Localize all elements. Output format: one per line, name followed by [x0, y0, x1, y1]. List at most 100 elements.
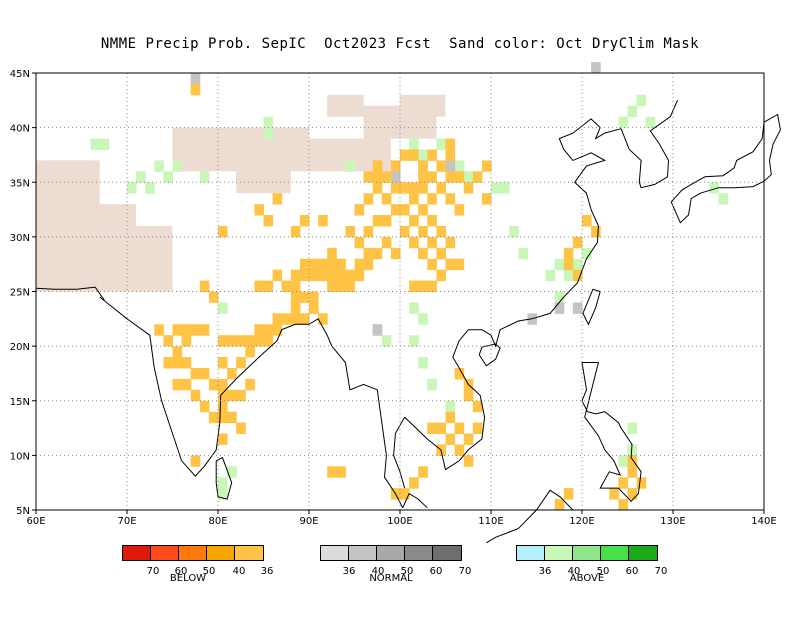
below-normal-cell — [318, 269, 328, 282]
below-normal-cell — [263, 324, 274, 336]
below-normal-cell — [436, 160, 446, 172]
latitude-tick-label: 45N — [10, 69, 30, 80]
above-normal-cell — [218, 477, 228, 489]
below-normal-cell — [563, 258, 574, 271]
longitude-tick-label: 130E — [660, 516, 685, 527]
below-normal-cell — [363, 258, 374, 271]
below-normal-cell — [181, 357, 192, 369]
below-normal-cell — [463, 433, 474, 445]
dry-mask-region — [81, 204, 137, 226]
map-title: NMME Precip Prob. SepIC Oct2023 Fcst San… — [100, 36, 700, 52]
below-normal-cell — [427, 422, 437, 435]
coastline — [478, 343, 501, 367]
below-normal-cell — [436, 225, 446, 238]
below-normal-cell — [309, 258, 319, 271]
below-normal-cell — [618, 477, 628, 489]
below-normal-cell — [427, 258, 437, 271]
below-normal-cell — [263, 215, 274, 227]
legend-tick: 40 — [567, 566, 581, 577]
below-normal-cell — [418, 182, 428, 194]
above-normal-cell — [218, 302, 228, 314]
below-normal-cell — [427, 280, 437, 292]
below-normal-cell — [263, 335, 274, 347]
legend-tick: 70 — [146, 566, 160, 577]
below-normal-cell — [190, 455, 201, 467]
below-normal-cell — [218, 433, 228, 445]
above-normal-cell — [409, 302, 419, 314]
below-normal-cell — [627, 466, 638, 478]
below-normal-cell — [227, 411, 237, 424]
above-normal-cell — [381, 335, 392, 347]
legend-normal-swatch — [377, 546, 405, 560]
below-normal-cell — [236, 389, 246, 402]
below-normal-cell — [327, 258, 337, 271]
below-normal-cell — [318, 215, 328, 227]
below-normal-cell — [363, 171, 374, 183]
legend-tick: 36 — [342, 566, 356, 577]
above-normal-cell — [199, 171, 210, 183]
below-normal-cell — [199, 400, 210, 413]
above-normal-cell — [636, 94, 647, 107]
below-normal-cell — [445, 171, 456, 183]
below-normal-cell — [409, 182, 419, 194]
above-normal-cell — [427, 378, 437, 391]
below-normal-cell — [481, 193, 492, 205]
coastline — [670, 113, 781, 224]
below-normal-cell — [208, 411, 219, 424]
below-normal-cell — [445, 193, 456, 205]
below-normal-cell — [290, 269, 301, 282]
below-normal-cell — [436, 247, 446, 260]
below-normal-cell — [218, 225, 228, 238]
above-normal-cell — [645, 116, 656, 129]
below-normal-cell — [327, 269, 337, 282]
below-normal-cell — [327, 280, 337, 292]
legend-tick: 40 — [232, 566, 246, 577]
below-normal-cell — [400, 204, 410, 216]
dry-mask-region — [400, 94, 446, 117]
legend-normal-swatch — [405, 546, 433, 560]
legend-tick: 50 — [202, 566, 216, 577]
above-normal-cell — [263, 127, 274, 140]
above-normal-cell — [227, 466, 237, 478]
below-normal-cell — [454, 367, 465, 380]
below-normal-cell — [245, 346, 255, 358]
latitude-tick-label: 5N — [16, 506, 30, 517]
dry-climate-mask-layer — [36, 94, 446, 292]
below-normal-cell — [627, 488, 638, 500]
below-normal-cell — [290, 280, 301, 292]
below-normal-cell — [345, 269, 355, 282]
below-normal-cell — [190, 324, 201, 336]
below-normal-cell — [208, 378, 219, 391]
below-normal-cell — [445, 411, 456, 424]
legend-above-swatches — [516, 545, 658, 561]
below-normal-cell — [254, 324, 264, 336]
below-normal-cell — [427, 171, 437, 183]
near-normal-cell — [554, 302, 565, 314]
coastline — [404, 118, 622, 471]
legend-tick: 70 — [654, 566, 668, 577]
below-normal-cell — [181, 324, 192, 336]
below-normal-cell — [199, 367, 210, 380]
coastline — [99, 296, 333, 477]
legend-above-swatch — [517, 546, 545, 560]
below-normal-cell — [227, 335, 237, 347]
above-normal-cell — [127, 182, 137, 194]
above-normal-cell — [518, 247, 528, 260]
below-normal-cell — [582, 215, 592, 227]
above-normal-cell — [491, 182, 501, 194]
below-normal-cell — [208, 291, 219, 303]
above-normal-cell — [509, 225, 519, 238]
above-normal-cell — [582, 247, 592, 260]
below-normal-cell — [591, 225, 601, 238]
above-normal-cell — [263, 116, 274, 129]
latitude-axis: 45N 40N 35N 30N 25N 20N 15N 10N 5N — [10, 69, 36, 517]
above-normal-cell — [709, 182, 719, 194]
longitude-tick-label: 80E — [208, 516, 227, 527]
probability-cells-layer — [90, 62, 729, 511]
below-normal-cell — [390, 160, 401, 172]
below-normal-cell — [290, 225, 301, 238]
latitude-tick-label: 15N — [10, 397, 30, 408]
below-normal-cell — [290, 291, 301, 303]
below-normal-cell — [272, 269, 283, 282]
below-normal-cell — [354, 204, 365, 216]
